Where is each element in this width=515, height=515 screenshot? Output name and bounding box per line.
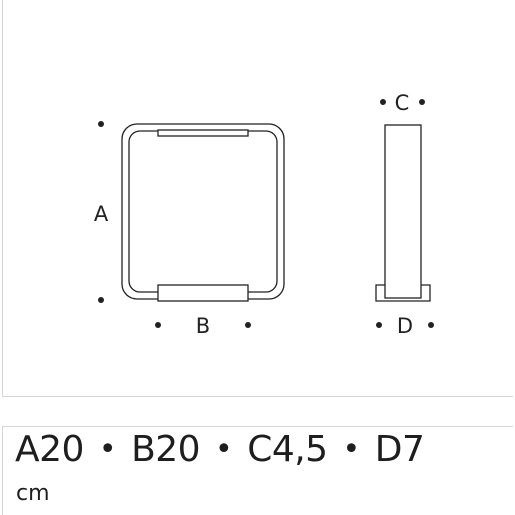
spec-d-label: D [374, 429, 403, 470]
label-c: C [395, 91, 410, 115]
marker-c-left [380, 99, 386, 105]
diagram-panel: A B C D [2, 0, 513, 397]
spec-c-label: C [247, 429, 272, 470]
marker-b-right [245, 322, 251, 328]
marker-a-top [98, 121, 104, 127]
marker-b-left [155, 322, 161, 328]
separator-dot: • [98, 432, 117, 467]
spec-a-value: 20 [39, 429, 84, 470]
dimension-drawing: A B C D [94, 91, 434, 338]
spec-c-value: 4,5 [271, 429, 328, 470]
spec-d-value: 7 [401, 429, 425, 470]
label-b: B [196, 314, 210, 338]
unit-label: cm [16, 481, 50, 506]
dimension-markers [98, 99, 434, 328]
side-view [375, 124, 431, 302]
separator-dot: • [215, 432, 233, 467]
bottom-grip [157, 284, 249, 302]
spec-b-label: B [131, 429, 156, 470]
front-view [121, 123, 285, 302]
marker-d-right [428, 322, 434, 328]
side-base [375, 284, 431, 302]
top-mount [157, 129, 249, 137]
separator-dot: • [342, 432, 361, 467]
label-a: A [94, 202, 109, 226]
spec-b-value: 20 [155, 429, 201, 470]
marker-d-left [376, 322, 382, 328]
dimensions-line: A20 • B20 • C4,5 • D7 [15, 429, 425, 470]
marker-a-bottom [98, 297, 104, 303]
marker-c-right [419, 99, 425, 105]
spec-a-label: A [15, 429, 40, 470]
ring-inner [128, 130, 278, 293]
ring-outer [121, 123, 285, 300]
specs-panel: A20 • B20 • C4,5 • D7 cm [2, 426, 513, 515]
side-bar [384, 124, 422, 299]
label-d: D [397, 314, 413, 338]
